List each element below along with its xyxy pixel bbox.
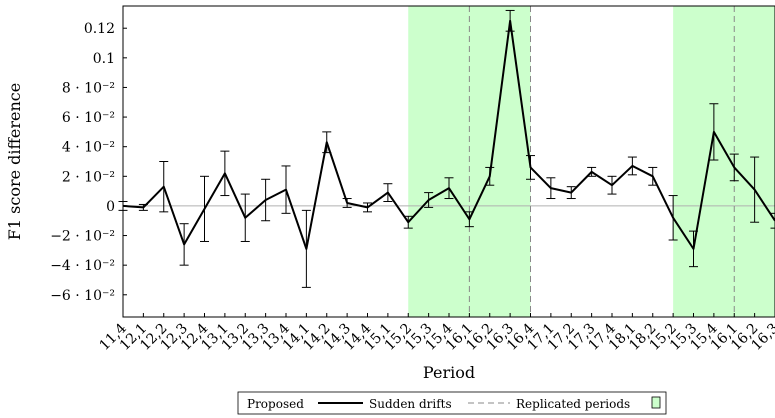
legend-label-replicated-periods: Replicated periods — [516, 397, 630, 411]
y-tick-label: 0 — [106, 199, 115, 215]
legend-swatch-replicated-periods — [651, 396, 661, 409]
error-bar — [770, 212, 775, 229]
legend-label-sudden-drifts: Sudden drifts — [369, 397, 452, 411]
legend-box — [237, 391, 667, 415]
proposed-series-line — [122, 19, 775, 250]
y-axis-ticks: −6 · 10⁻² −4 · 10⁻² −2 · 10⁻² 0 2 · 10⁻² 4 · … — [50, 21, 127, 304]
legend-label-proposed: Proposed — [247, 397, 304, 411]
y-axis-title: F1 score difference — [5, 83, 24, 240]
x-axis-ticks: 11,412,112,212,312,413,113,213,313,414,1… — [96, 313, 775, 354]
y-tick-label: −4 · 10⁻² — [50, 258, 115, 274]
x-axis-title: Period — [423, 363, 475, 382]
y-tick-label: 8 · 10⁻² — [62, 80, 115, 96]
replicated-band — [673, 6, 775, 317]
y-tick-label: −6 · 10⁻² — [50, 288, 115, 304]
legend: Proposed Sudden drifts Replicated period… — [237, 391, 667, 415]
replicated-period-bands — [408, 6, 775, 317]
y-tick-label: −2 · 10⁻² — [50, 229, 115, 245]
y-tick-label: 6 · 10⁻² — [62, 110, 115, 126]
y-tick-label: 2 · 10⁻² — [62, 169, 115, 185]
y-tick-label: 0.1 — [93, 51, 115, 67]
y-tick-label: 4 · 10⁻² — [62, 140, 115, 156]
y-tick-label: 0.12 — [84, 21, 115, 37]
